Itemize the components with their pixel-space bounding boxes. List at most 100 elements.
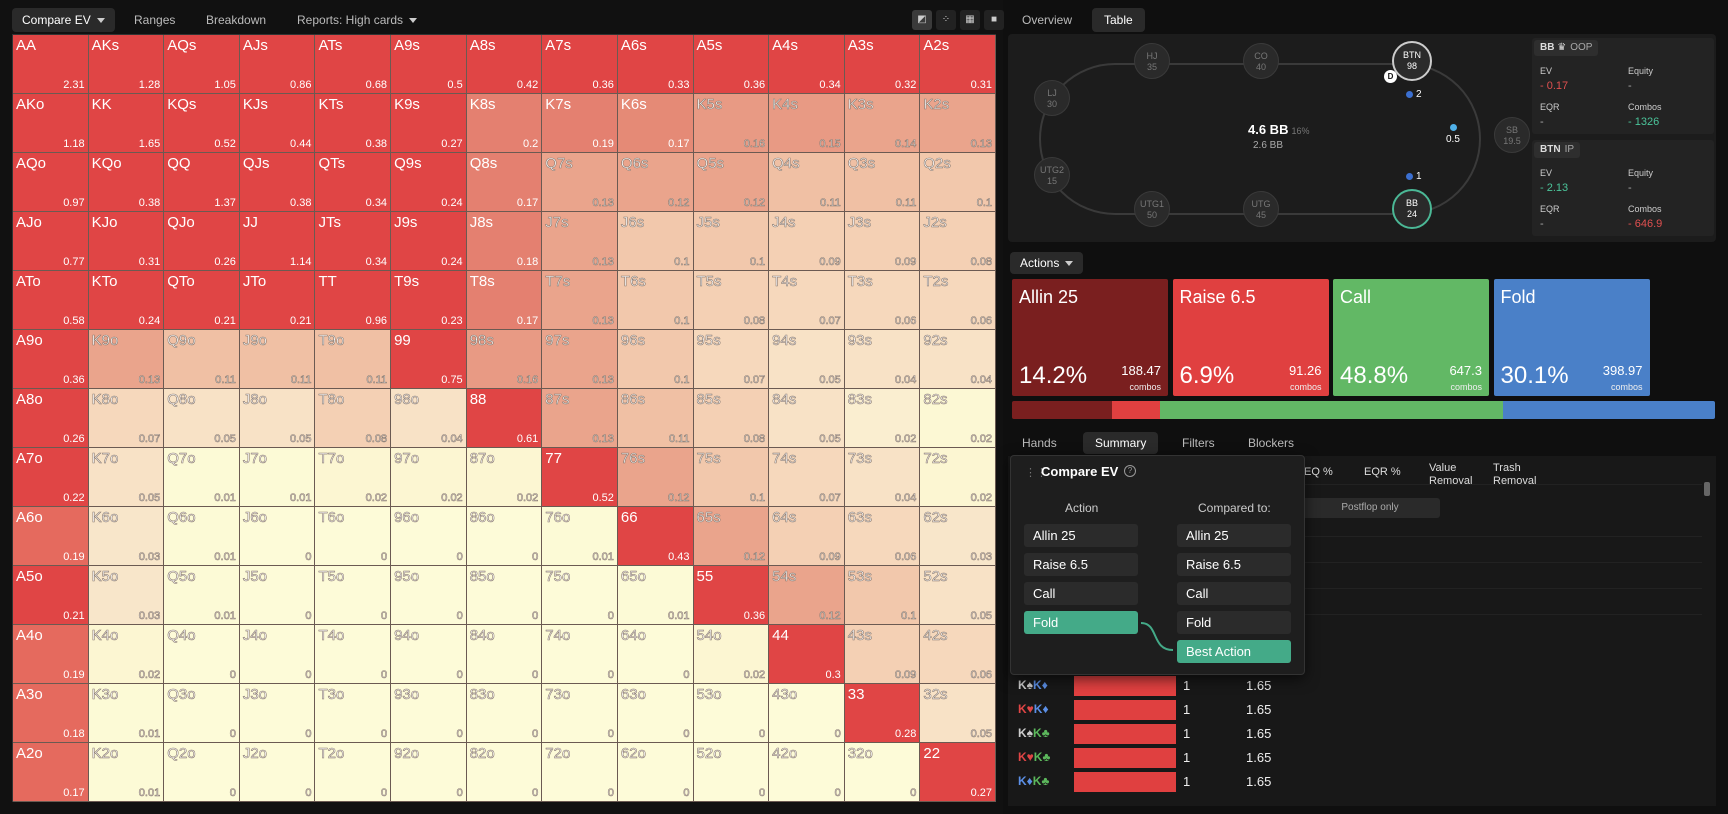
hand-cell[interactable]: K4s 0.15 — [769, 94, 845, 153]
hand-cell[interactable]: 95o 0 — [391, 566, 467, 625]
hand-cell[interactable]: Q8s 0.17 — [466, 153, 543, 212]
hand-cell[interactable]: J6o 0 — [239, 507, 316, 566]
hand-cell[interactable]: 74s 0.07 — [769, 448, 845, 507]
hand-cell[interactable]: 53o 0 — [693, 684, 770, 743]
hand-cell[interactable]: J2o 0 — [239, 743, 316, 802]
seat-hj[interactable]: HJ 35 — [1134, 43, 1170, 79]
hand-cell[interactable]: J8o 0.05 — [239, 389, 316, 448]
hand-cell[interactable]: Q7s 0.13 — [542, 153, 618, 212]
hand-cell[interactable]: 85o 0 — [466, 566, 543, 625]
hand-cell[interactable]: 83s 0.02 — [844, 389, 921, 448]
hand-cell[interactable]: K9s 0.27 — [391, 94, 467, 153]
hand-cell[interactable]: A8o 0.26 — [13, 389, 89, 448]
hand-cell[interactable]: 85s 0.08 — [693, 389, 770, 448]
drag-handle-icon[interactable]: ⋮⋮ — [1025, 467, 1047, 479]
hand-cell[interactable]: Q7o 0.01 — [164, 448, 240, 507]
hand-cell[interactable]: 65o 0.01 — [617, 566, 694, 625]
hand-cell[interactable]: A6s 0.33 — [617, 35, 694, 94]
seat-sb[interactable]: SB 19.5 — [1494, 117, 1530, 153]
hand-cell[interactable]: T2o 0 — [315, 743, 392, 802]
scrollbar[interactable] — [1704, 482, 1710, 496]
hand-cell[interactable]: J9o 0.11 — [239, 330, 316, 389]
hand-cell[interactable]: KQo 0.38 — [88, 153, 165, 212]
hand-cell[interactable]: 75o 0 — [542, 566, 618, 625]
seat-utg2[interactable]: UTG2 15 — [1034, 157, 1070, 193]
hand-cell[interactable]: 92o 0 — [391, 743, 467, 802]
hand-cell[interactable]: T3s 0.06 — [844, 271, 921, 330]
hand-cell[interactable]: K8o 0.07 — [88, 389, 165, 448]
hand-cell[interactable]: A4o 0.19 — [13, 625, 89, 684]
action-option[interactable]: Call — [1024, 582, 1138, 605]
table-row[interactable]: K♥K♦ 1 1.65 — [1018, 698, 1708, 722]
hand-cell[interactable]: Q6s 0.12 — [617, 153, 694, 212]
actions-dropdown[interactable]: Actions — [1010, 252, 1084, 274]
hand-cell[interactable]: T2s 0.06 — [920, 271, 996, 330]
hand-cell[interactable]: K5o 0.03 — [88, 566, 165, 625]
hand-cell[interactable]: KQs 0.52 — [164, 94, 240, 153]
hand-cell[interactable]: 92s 0.04 — [920, 330, 996, 389]
hand-cell[interactable]: AQs 1.05 — [164, 35, 240, 94]
hand-cell[interactable]: T7s 0.13 — [542, 271, 618, 330]
hand-cell[interactable]: 32o 0 — [844, 743, 921, 802]
hand-cell[interactable]: KTo 0.24 — [88, 271, 165, 330]
full-view-icon[interactable]: ■ — [984, 10, 1004, 30]
hand-cell[interactable]: A9o 0.36 — [13, 330, 89, 389]
hand-cell[interactable]: A3s 0.32 — [844, 35, 921, 94]
hand-cell[interactable]: 83o 0 — [466, 684, 543, 743]
hand-cell[interactable]: A9s 0.5 — [391, 35, 467, 94]
hand-cell[interactable]: JTs 0.34 — [315, 212, 392, 271]
hand-cell[interactable]: Q5s 0.12 — [693, 153, 770, 212]
compare-ev-dropdown[interactable]: Compare EV — [12, 8, 115, 32]
hand-cell[interactable]: A3o 0.18 — [13, 684, 89, 743]
hand-cell[interactable]: 64s 0.09 — [769, 507, 845, 566]
hand-cell[interactable]: J3o 0 — [239, 684, 316, 743]
hand-cell[interactable]: KTs 0.38 — [315, 94, 392, 153]
hand-cell[interactable]: K9o 0.13 — [88, 330, 165, 389]
hand-cell[interactable]: 73o 0 — [542, 684, 618, 743]
hand-cell[interactable]: A7s 0.36 — [542, 35, 618, 94]
seat-lj[interactable]: LJ 30 — [1034, 80, 1070, 116]
hand-cell[interactable]: 55 0.36 — [693, 566, 770, 625]
hand-cell[interactable]: T3o 0 — [315, 684, 392, 743]
hand-cell[interactable]: 72o 0 — [542, 743, 618, 802]
hand-cell[interactable]: 97o 0.02 — [391, 448, 467, 507]
breakdown-tab[interactable]: Breakdown — [206, 13, 267, 27]
table-row[interactable]: K♠K♦ 1 1.65 — [1018, 674, 1708, 698]
hand-cell[interactable]: 77 0.52 — [542, 448, 618, 507]
hand-cell[interactable]: Q2s 0.1 — [920, 153, 996, 212]
seat-utg[interactable]: UTG 45 — [1243, 191, 1279, 227]
hand-cell[interactable]: T9s 0.23 — [391, 271, 467, 330]
hand-cell[interactable]: Q6o 0.01 — [164, 507, 240, 566]
hand-cell[interactable]: QJo 0.26 — [164, 212, 240, 271]
hand-cell[interactable]: 66 0.43 — [617, 507, 694, 566]
hand-cell[interactable]: J7s 0.13 — [542, 212, 618, 271]
action-option[interactable]: Raise 6.5 — [1024, 553, 1138, 576]
hand-cell[interactable]: JTo 0.21 — [239, 271, 316, 330]
hand-cell[interactable]: 96o 0 — [391, 507, 467, 566]
hand-cell[interactable]: 74o 0 — [542, 625, 618, 684]
hand-cell[interactable]: Q9o 0.11 — [164, 330, 240, 389]
col-eq[interactable]: EQ % — [1304, 466, 1333, 478]
hand-cell[interactable]: 82o 0 — [466, 743, 543, 802]
action-option[interactable]: Fold — [1024, 611, 1138, 634]
seat-co[interactable]: CO 40 — [1243, 43, 1279, 79]
seat-utg1[interactable]: UTG1 50 — [1134, 191, 1170, 227]
hand-cell[interactable]: A8s 0.42 — [466, 35, 543, 94]
seat-bb[interactable]: BB 24 — [1392, 189, 1432, 229]
hand-cell[interactable]: K8s 0.2 — [466, 94, 543, 153]
hand-cell[interactable]: Q3s 0.11 — [844, 153, 921, 212]
hand-cell[interactable]: QTs 0.34 — [315, 153, 392, 212]
hand-cell[interactable]: T6o 0 — [315, 507, 392, 566]
hand-cell[interactable]: AJo 0.77 — [13, 212, 89, 271]
hand-cell[interactable]: AKs 1.28 — [88, 35, 165, 94]
hand-cell[interactable]: AJs 0.86 — [239, 35, 316, 94]
hand-cell[interactable]: 54o 0.02 — [693, 625, 770, 684]
hand-cell[interactable]: 86s 0.11 — [617, 389, 694, 448]
hand-cell[interactable]: K2s 0.13 — [920, 94, 996, 153]
hand-cell[interactable]: K3o 0.01 — [88, 684, 165, 743]
hand-cell[interactable]: J2s 0.08 — [920, 212, 996, 271]
hand-cell[interactable]: JJ 1.14 — [239, 212, 316, 271]
hand-cell[interactable]: 94s 0.05 — [769, 330, 845, 389]
tab-table[interactable]: Table — [1092, 8, 1145, 32]
help-icon[interactable]: ? — [1124, 465, 1136, 477]
